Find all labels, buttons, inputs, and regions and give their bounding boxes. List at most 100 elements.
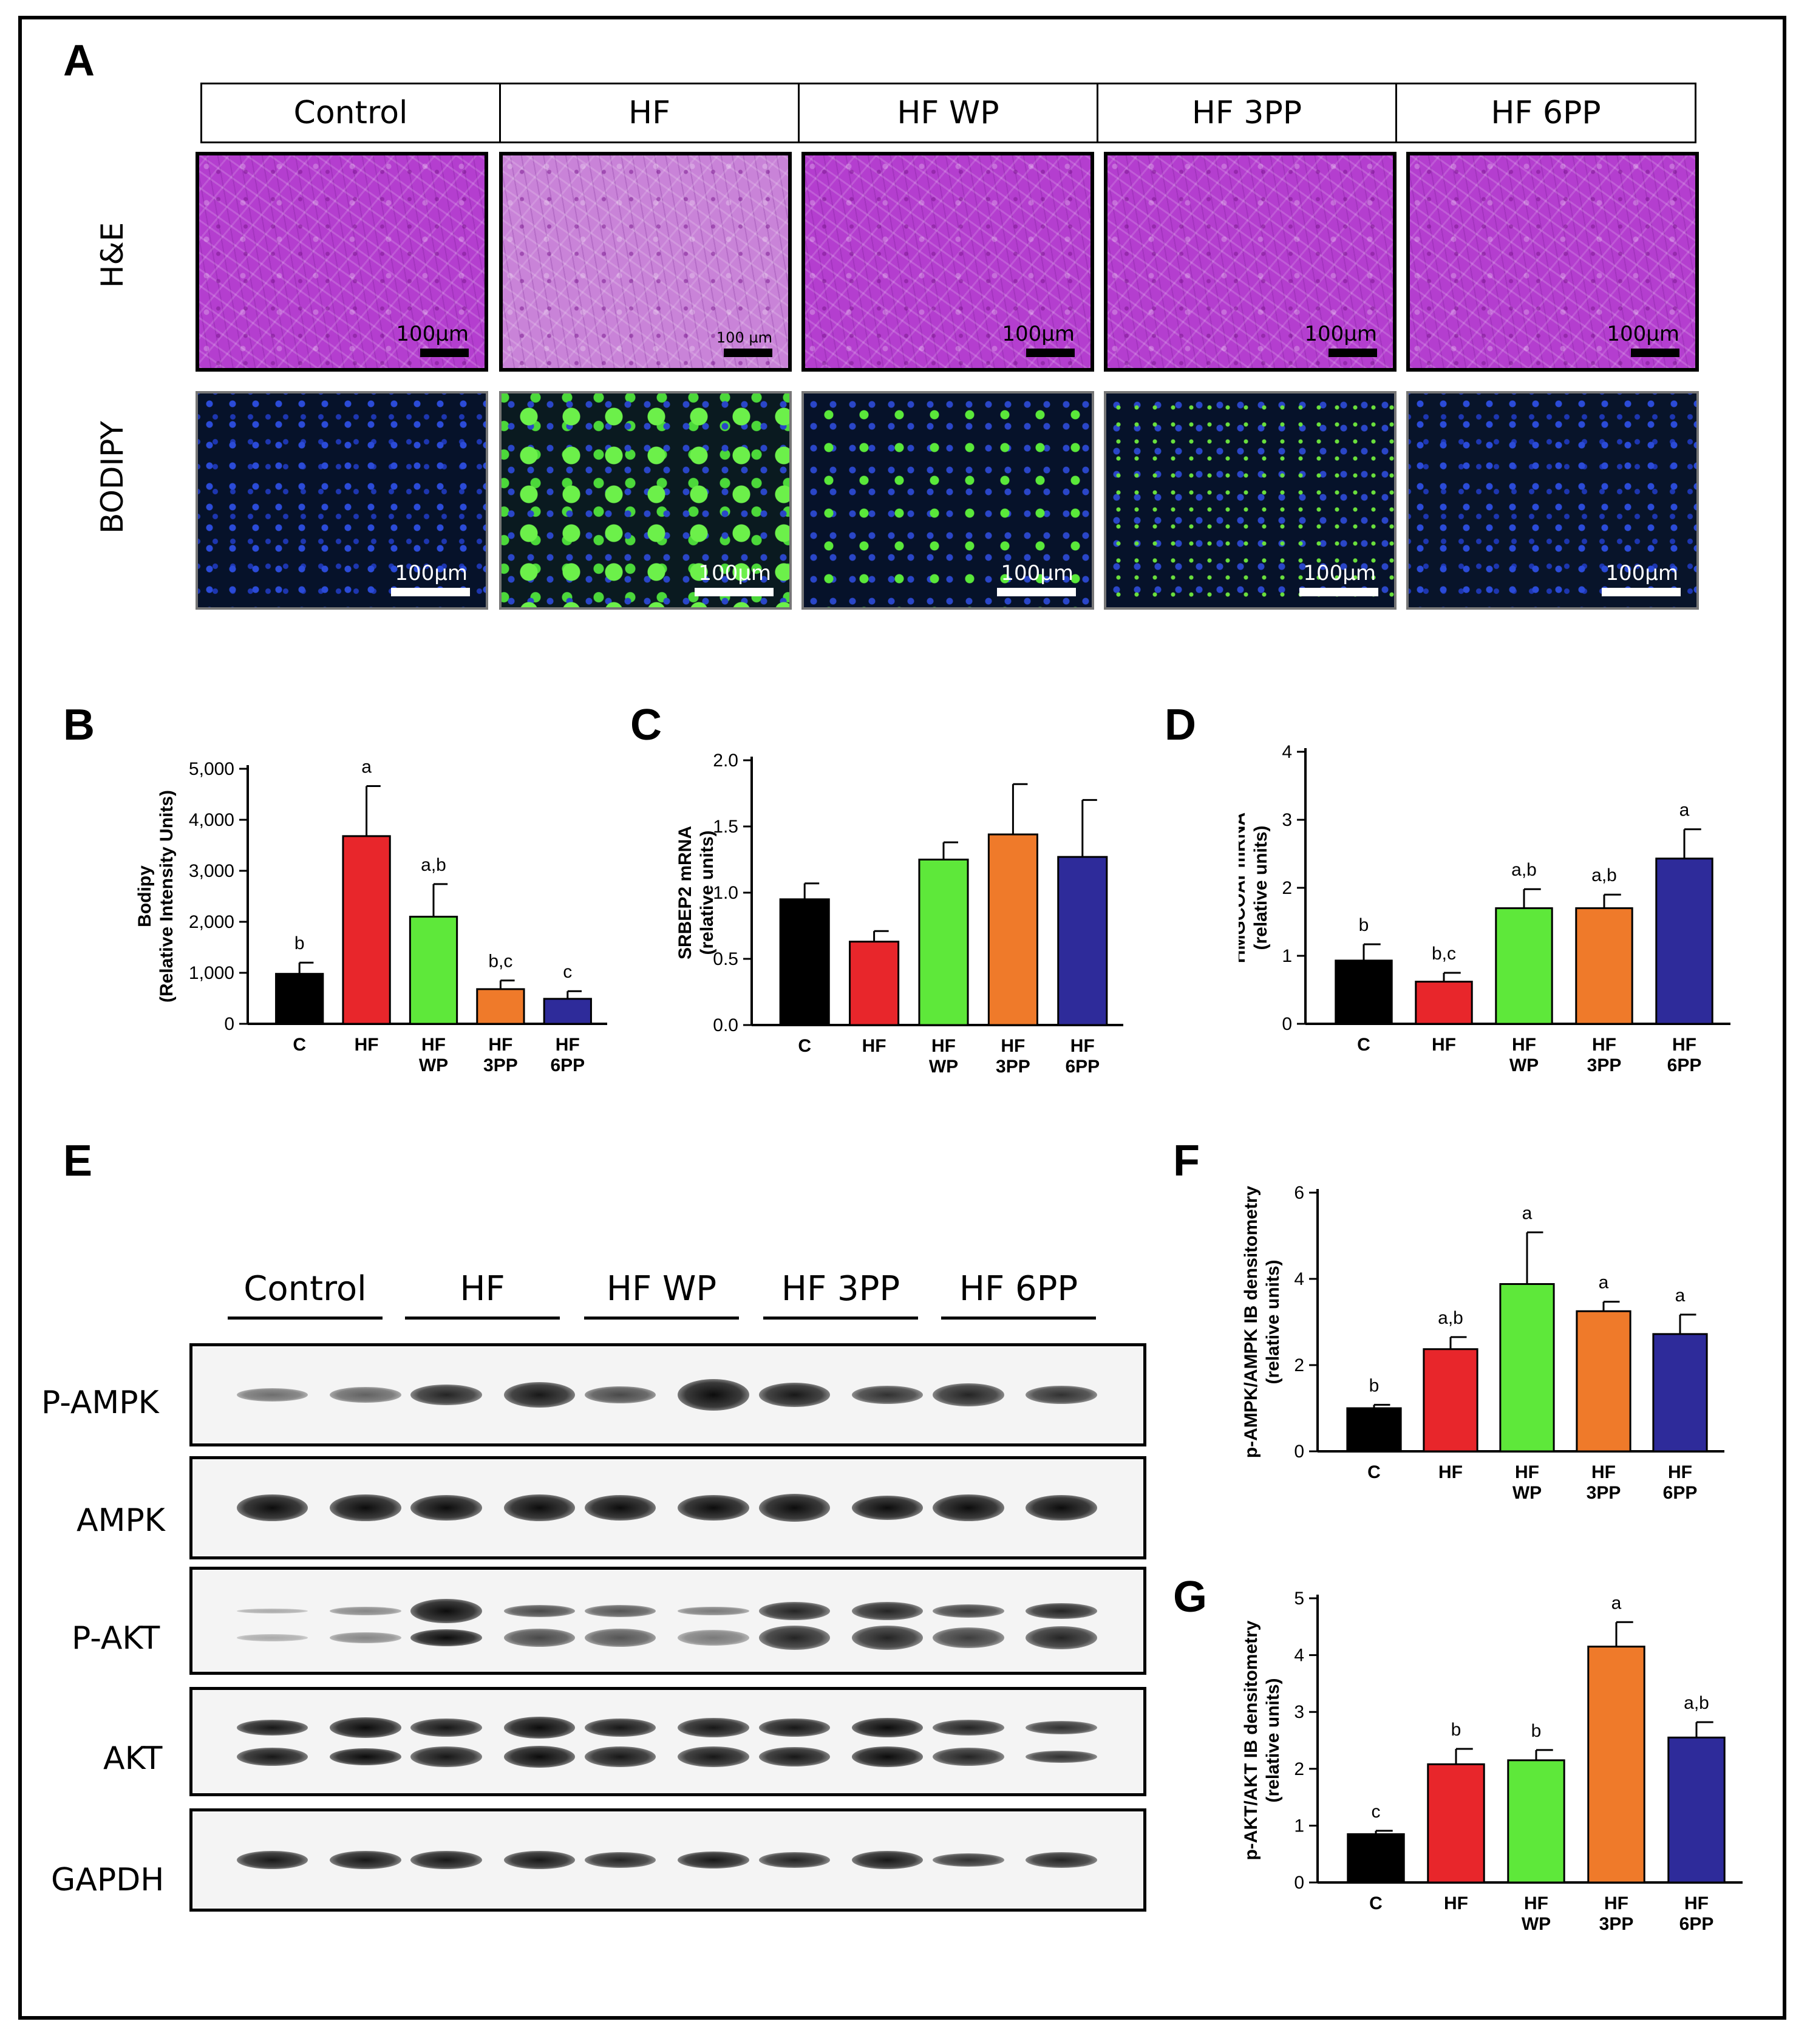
scale-bar bbox=[724, 349, 772, 357]
y-axis-label: HMGCOAr mRNA bbox=[1239, 812, 1249, 963]
panel-letter-a: A bbox=[63, 36, 95, 85]
y-tick-label: 5 bbox=[1294, 1589, 1304, 1609]
significance-label: a,b bbox=[421, 855, 446, 875]
significance-label: b,c bbox=[1432, 944, 1456, 964]
blot-band bbox=[236, 1388, 308, 1402]
lane-label-hf-6pp: HF 6PP bbox=[959, 1269, 1078, 1309]
bar bbox=[1575, 907, 1633, 1025]
scale-label: 100 µm bbox=[716, 329, 772, 346]
category-label: C bbox=[1369, 1893, 1383, 1913]
category-label: 3PP bbox=[1599, 1914, 1634, 1934]
significance-label: a,b bbox=[1684, 1693, 1709, 1713]
category-label: WP bbox=[1509, 1055, 1539, 1075]
category-label: HF bbox=[1684, 1893, 1709, 1913]
y-tick-label: 4 bbox=[1294, 1646, 1304, 1666]
blot-band bbox=[410, 1385, 482, 1405]
blot-band bbox=[330, 1607, 401, 1615]
category-label: HF bbox=[1604, 1893, 1628, 1913]
scale-bar bbox=[1329, 349, 1377, 357]
blot-band bbox=[678, 1852, 749, 1869]
bar bbox=[409, 916, 458, 1025]
y-tick-label: 3,000 bbox=[189, 861, 234, 881]
blot-band bbox=[758, 1747, 830, 1766]
blot-band bbox=[933, 1604, 1004, 1618]
blot-band bbox=[330, 1387, 401, 1403]
blot-band bbox=[410, 1599, 482, 1623]
scale-bar bbox=[695, 588, 774, 596]
scale-label: 100µm bbox=[395, 561, 468, 585]
blot-band bbox=[410, 1851, 482, 1869]
bar bbox=[987, 833, 1038, 1026]
y-tick-label: 3 bbox=[1294, 1702, 1304, 1722]
blot-p-ampk bbox=[189, 1343, 1146, 1446]
lane-underline-hf bbox=[405, 1317, 560, 1320]
scale-bar bbox=[1631, 349, 1679, 357]
y-tick-label: 1.5 bbox=[713, 817, 738, 837]
y-tick-label: 2 bbox=[1294, 1355, 1304, 1375]
y-tick-label: 0 bbox=[1282, 1014, 1292, 1034]
category-label: 6PP bbox=[1667, 1055, 1702, 1075]
blot-band bbox=[330, 1632, 401, 1643]
bar bbox=[918, 859, 969, 1026]
bar bbox=[1655, 857, 1713, 1025]
scale-label: 100µm bbox=[1304, 322, 1377, 346]
blot-band bbox=[851, 1851, 924, 1869]
blot-band bbox=[236, 1748, 308, 1766]
blot-band bbox=[678, 1495, 749, 1521]
row-label-bodipy: BODIPY bbox=[95, 421, 130, 534]
lane-label-hf: HF bbox=[460, 1269, 505, 1309]
blot-band bbox=[584, 1605, 656, 1617]
blot-band bbox=[1026, 1626, 1097, 1649]
he-image-hf: 100 µm bbox=[499, 152, 792, 372]
bodipy-image-hf-6pp: 100µm bbox=[1406, 391, 1699, 610]
blot-band bbox=[1026, 1495, 1097, 1521]
blot-band bbox=[410, 1746, 482, 1767]
blot-band bbox=[1026, 1721, 1097, 1734]
y-tick-label: 4 bbox=[1282, 742, 1292, 762]
category-label: HF bbox=[556, 1035, 580, 1055]
y-tick-label: 0 bbox=[1294, 1442, 1304, 1462]
blot-band bbox=[678, 1746, 749, 1767]
bar bbox=[1495, 907, 1553, 1025]
lane-underline-control bbox=[228, 1317, 383, 1320]
blot-band bbox=[678, 1607, 749, 1615]
category-label: HF bbox=[1512, 1035, 1536, 1055]
category-label: WP bbox=[419, 1055, 448, 1075]
category-label: HF bbox=[421, 1035, 446, 1055]
blot-band bbox=[330, 1494, 401, 1521]
blot-band bbox=[933, 1748, 1004, 1766]
y-axis-label: p-AKT/AKT IB densitometry bbox=[1241, 1620, 1261, 1860]
bar bbox=[1427, 1763, 1485, 1884]
blot-band bbox=[758, 1602, 830, 1620]
figure-frame bbox=[18, 16, 1786, 2020]
bodipy-image-hf-3pp: 100µm bbox=[1104, 391, 1397, 610]
blot-band bbox=[584, 1852, 656, 1868]
blot-band bbox=[851, 1718, 924, 1737]
blot-label-ampk: AMPK bbox=[77, 1502, 165, 1539]
category-label: HF bbox=[488, 1035, 512, 1055]
lane-underline-hf-wp bbox=[584, 1317, 739, 1320]
bar bbox=[1415, 981, 1473, 1025]
blot-label-p-ampk: P-AMPK bbox=[41, 1385, 159, 1421]
scale-label: 100µm bbox=[1002, 322, 1075, 346]
blot-band bbox=[503, 1605, 576, 1617]
chart-g-pakt: 0 1 2 3 4 5 p-AKT/AKT IB densitometry (relative… bbox=[1241, 1589, 1743, 1934]
blot-band bbox=[584, 1495, 656, 1521]
lane-label-control: Control bbox=[243, 1269, 367, 1309]
significance-label: b bbox=[1359, 915, 1369, 935]
category-label: HF bbox=[931, 1036, 956, 1056]
bar bbox=[779, 898, 830, 1026]
he-image-control: 100µm bbox=[196, 152, 488, 372]
category-label: HF bbox=[355, 1035, 379, 1055]
scale-bar bbox=[1299, 588, 1378, 596]
he-image-hf-wp: 100µm bbox=[801, 152, 1094, 372]
blot-band bbox=[584, 1629, 656, 1647]
blot-band bbox=[851, 1746, 924, 1767]
blot-band bbox=[758, 1494, 830, 1522]
scale-bar bbox=[1602, 588, 1681, 596]
lane-underline-hf-3pp bbox=[763, 1317, 918, 1320]
bar bbox=[1335, 959, 1393, 1025]
blot-band bbox=[236, 1720, 308, 1736]
category-label: WP bbox=[1512, 1483, 1542, 1503]
y-tick-label: 4,000 bbox=[189, 810, 234, 830]
